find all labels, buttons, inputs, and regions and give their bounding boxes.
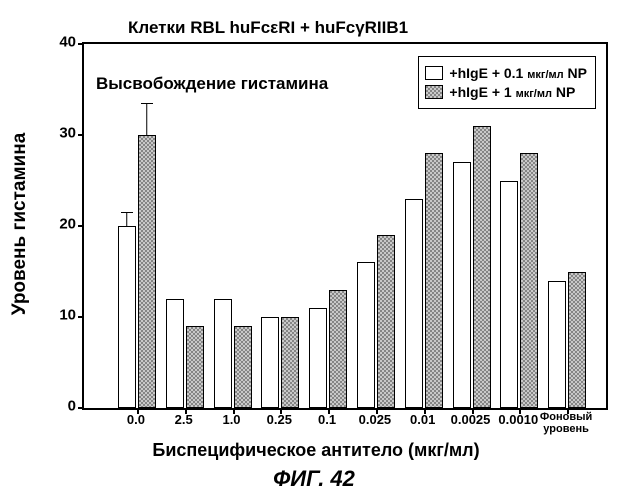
bar-hatched bbox=[138, 135, 156, 408]
legend-swatch-white bbox=[425, 66, 443, 80]
legend-swatch-hatched bbox=[425, 85, 443, 99]
xtick-label: 0.0010 bbox=[498, 412, 538, 427]
bar-white bbox=[309, 308, 327, 408]
figure-caption: ФИГ. 42 bbox=[273, 466, 355, 492]
legend-label-1: +hIgE + 0.1 мкг/мл NP bbox=[449, 65, 587, 81]
bar-hatched bbox=[568, 272, 586, 409]
bar-white bbox=[357, 262, 375, 408]
xtick-label: 0.025 bbox=[359, 412, 392, 427]
plot-area: Высвобождение гистамина +hIgE + 0.1 мкг/… bbox=[82, 42, 608, 410]
legend-row: +hIgE + 1 мкг/мл NP bbox=[425, 84, 587, 100]
ytick-mark bbox=[78, 134, 84, 136]
bar-white bbox=[166, 299, 184, 408]
bar-hatched bbox=[520, 153, 538, 408]
ytick-label: 10 bbox=[59, 307, 76, 324]
xtick-label: 0.01 bbox=[410, 412, 435, 427]
xtick-label: 1.0 bbox=[222, 412, 240, 427]
bar-white bbox=[118, 226, 136, 408]
bar-hatched bbox=[473, 126, 491, 408]
ytick-mark bbox=[78, 407, 84, 409]
error-cap bbox=[141, 103, 153, 105]
ytick-label: 30 bbox=[59, 125, 76, 142]
bar-white bbox=[548, 281, 566, 408]
ytick-label: 40 bbox=[59, 34, 76, 51]
bar-hatched bbox=[186, 326, 204, 408]
error-bar bbox=[126, 212, 128, 226]
bar-white bbox=[405, 199, 423, 408]
container: Клетки RBL huFcεRI + huFcγRIIB1 Уровень … bbox=[0, 0, 628, 500]
bar-white bbox=[500, 181, 518, 409]
xtick-label: 0.0025 bbox=[451, 412, 491, 427]
bar-white bbox=[453, 162, 471, 408]
error-bar bbox=[146, 103, 148, 135]
bar-hatched bbox=[425, 153, 443, 408]
xtick-label: Фоновыйуровень bbox=[540, 412, 592, 435]
error-cap bbox=[121, 212, 133, 214]
chart-top-title: Клетки RBL huFcεRI + huFcγRIIB1 bbox=[128, 18, 408, 38]
bar-white bbox=[261, 317, 279, 408]
ytick-mark bbox=[78, 225, 84, 227]
legend-label-2: +hIgE + 1 мкг/мл NP bbox=[449, 84, 575, 100]
xtick-label: 2.5 bbox=[175, 412, 193, 427]
chart-subtitle: Высвобождение гистамина bbox=[96, 74, 328, 94]
legend: +hIgE + 0.1 мкг/мл NP +hIgE + 1 мкг/мл N… bbox=[418, 56, 596, 109]
bar-hatched bbox=[234, 326, 252, 408]
ytick-mark bbox=[78, 316, 84, 318]
legend-row: +hIgE + 0.1 мкг/мл NP bbox=[425, 65, 587, 81]
y-axis-label: Уровень гистамина bbox=[9, 133, 31, 316]
bar-hatched bbox=[281, 317, 299, 408]
xtick-label: 0.25 bbox=[267, 412, 292, 427]
ytick-label: 0 bbox=[68, 398, 76, 415]
ytick-label: 20 bbox=[59, 216, 76, 233]
bar-white bbox=[214, 299, 232, 408]
ytick-mark bbox=[78, 43, 84, 45]
bar-hatched bbox=[329, 290, 347, 408]
x-axis-label: Биспецифическое антитело (мкг/мл) bbox=[152, 440, 479, 461]
xtick-label: 0.1 bbox=[318, 412, 336, 427]
bar-hatched bbox=[377, 235, 395, 408]
xtick-label: 0.0 bbox=[127, 412, 145, 427]
